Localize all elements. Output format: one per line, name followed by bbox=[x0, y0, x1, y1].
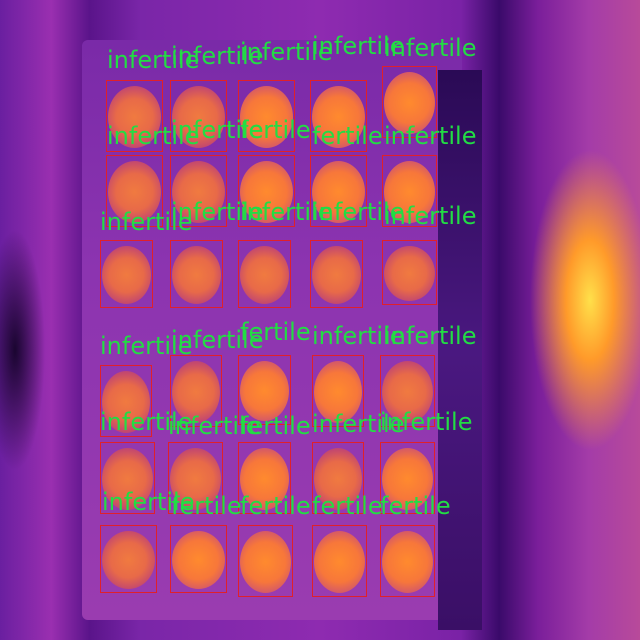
detection-box bbox=[238, 525, 293, 597]
egg bbox=[382, 448, 433, 510]
egg bbox=[384, 161, 435, 223]
detection-box bbox=[238, 80, 295, 152]
detection-box bbox=[100, 365, 152, 437]
detection-label: infertile bbox=[312, 32, 405, 60]
detection-label: infertile bbox=[312, 322, 405, 350]
egg bbox=[312, 86, 365, 148]
egg bbox=[170, 448, 221, 510]
egg bbox=[172, 246, 221, 304]
egg bbox=[102, 531, 155, 589]
detection-box bbox=[310, 240, 363, 308]
egg bbox=[240, 161, 293, 223]
egg bbox=[240, 86, 293, 148]
egg bbox=[384, 246, 435, 301]
detection-box bbox=[168, 442, 223, 514]
detection-box bbox=[100, 525, 157, 593]
egg bbox=[384, 72, 435, 134]
detection-box bbox=[170, 240, 223, 308]
detection-label: infertile bbox=[171, 198, 264, 226]
tray-edge-shadow bbox=[438, 70, 482, 630]
egg bbox=[108, 161, 161, 223]
detection-label: infertile bbox=[384, 322, 477, 350]
egg bbox=[312, 161, 365, 223]
detection-box bbox=[170, 525, 227, 593]
egg bbox=[172, 531, 225, 589]
detection-box bbox=[238, 442, 291, 514]
egg bbox=[172, 161, 225, 223]
detection-label: infertile bbox=[384, 202, 477, 230]
detection-box bbox=[310, 155, 367, 227]
egg bbox=[314, 448, 362, 510]
detection-label: infertile bbox=[384, 34, 477, 62]
egg bbox=[172, 361, 220, 423]
detection-label: fertile bbox=[240, 116, 311, 144]
egg bbox=[240, 448, 289, 510]
egg bbox=[312, 246, 361, 304]
detection-box bbox=[312, 355, 364, 427]
detection-label: fertile bbox=[240, 412, 311, 440]
detection-box bbox=[380, 525, 435, 597]
detection-label: fertile bbox=[171, 492, 242, 520]
detection-label: fertile bbox=[312, 122, 383, 150]
detection-label: fertile bbox=[240, 492, 311, 520]
detection-box bbox=[380, 355, 435, 427]
detection-label: infertile bbox=[380, 408, 473, 436]
detection-box bbox=[170, 155, 227, 227]
detection-label: infertile bbox=[168, 412, 261, 440]
detection-box bbox=[380, 442, 435, 514]
detection-label: infertile bbox=[100, 332, 193, 360]
detection-label: infertile bbox=[240, 38, 333, 66]
detection-label: infertile bbox=[107, 122, 200, 150]
detection-box bbox=[170, 355, 222, 427]
detection-box bbox=[238, 240, 291, 308]
detection-box bbox=[100, 442, 155, 514]
egg bbox=[172, 86, 225, 148]
egg bbox=[240, 246, 289, 304]
detection-label: infertile bbox=[384, 122, 477, 150]
detection-box bbox=[382, 155, 437, 227]
detection-box bbox=[238, 355, 291, 425]
egg bbox=[102, 246, 151, 304]
detection-label: infertile bbox=[102, 488, 195, 516]
detection-box bbox=[100, 240, 153, 308]
detection-label: infertile bbox=[100, 408, 193, 436]
detection-label: infertile bbox=[171, 326, 264, 354]
detection-label: infertile bbox=[171, 42, 264, 70]
detection-box bbox=[106, 155, 163, 227]
egg bbox=[314, 361, 362, 423]
egg bbox=[102, 371, 150, 433]
egg bbox=[102, 448, 153, 510]
detection-box bbox=[106, 80, 163, 152]
detection-label: fertile bbox=[312, 492, 383, 520]
detection-box bbox=[310, 80, 367, 152]
egg bbox=[108, 86, 161, 148]
detection-label: infertile bbox=[312, 198, 405, 226]
egg bbox=[240, 361, 289, 421]
egg bbox=[314, 531, 365, 593]
detection-box bbox=[170, 80, 227, 152]
detection-label: infertile bbox=[171, 116, 264, 144]
detection-box bbox=[382, 66, 437, 138]
detection-label: infertile bbox=[107, 46, 200, 74]
detection-label: infertile bbox=[240, 198, 333, 226]
detection-label: fertile bbox=[380, 492, 451, 520]
detection-label: infertile bbox=[312, 410, 405, 438]
egg bbox=[382, 531, 433, 593]
detection-box bbox=[238, 155, 295, 227]
detection-box bbox=[312, 442, 364, 514]
detection-box bbox=[312, 525, 367, 597]
egg bbox=[240, 531, 291, 593]
egg bbox=[382, 361, 433, 423]
detection-label: infertile bbox=[100, 208, 193, 236]
detection-label: fertile bbox=[240, 318, 311, 346]
detection-box bbox=[382, 240, 437, 305]
